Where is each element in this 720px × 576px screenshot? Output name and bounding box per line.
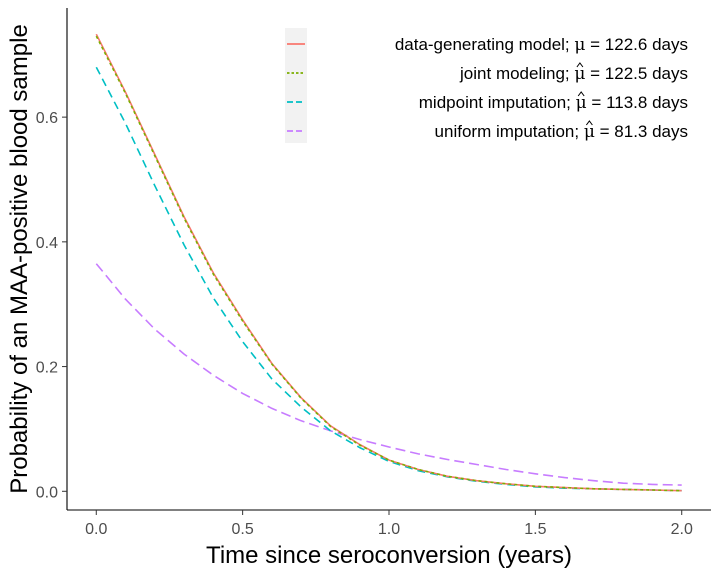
hat-accent-icon	[585, 120, 593, 126]
legend-label-text: data-generating model;	[395, 35, 575, 54]
legend-label-text: uniform imputation;	[435, 122, 584, 141]
x-tick-label: 2.0	[671, 521, 693, 538]
legend: data-generating model; μ = 122.6 days joi…	[285, 28, 688, 143]
hat-accent-icon	[577, 91, 585, 97]
legend-mu-symbol: μ	[574, 64, 585, 84]
hat-accent-icon	[576, 62, 584, 68]
x-tick-label: 1.5	[524, 521, 546, 538]
series-layer	[95, 33, 682, 492]
y-tick-label: 0.2	[36, 360, 58, 377]
x-tick-label: 1.0	[378, 521, 400, 538]
legend-label-3: uniform imputation; μ = 81.3 days	[435, 122, 688, 142]
legend-value-text: = 122.6 days	[585, 35, 688, 54]
y-tick-label: 0.0	[36, 484, 58, 501]
series-line-1	[95, 35, 682, 492]
y-axis-title: Probability of an MAA-positive blood sam…	[6, 24, 33, 494]
legend-mu-symbol: μ	[574, 35, 585, 55]
legend-mu-symbol: μ	[584, 122, 595, 142]
legend-key-background	[285, 28, 307, 143]
legend-label-1: joint modeling; μ = 122.5 days	[459, 64, 688, 84]
x-axis-title: Time since seroconversion (years)	[206, 542, 572, 569]
y-tick-label: 0.4	[36, 235, 58, 252]
legend-value-text: = 113.8 days	[587, 93, 688, 112]
x-tick-label: 0.0	[85, 521, 107, 538]
series-line-3	[95, 263, 682, 486]
legend-label-2: midpoint imputation; μ = 113.8 days	[419, 93, 688, 113]
legend-mu-symbol: μ	[576, 93, 587, 113]
legend-label-0: data-generating model; μ = 122.6 days	[395, 35, 688, 55]
legend-value-text: = 122.5 days	[585, 64, 688, 83]
x-tick-label: 0.5	[232, 521, 254, 538]
legend-label-text: joint modeling;	[459, 64, 574, 83]
y-tick-label: 0.6	[36, 110, 58, 127]
legend-label-text: midpoint imputation;	[419, 93, 576, 112]
legend-value-text: = 81.3 days	[595, 122, 688, 141]
axes-layer: 0.0 0.5 1.0 1.5 2.0 0.0 0.2 0.4 0.6	[36, 8, 711, 538]
